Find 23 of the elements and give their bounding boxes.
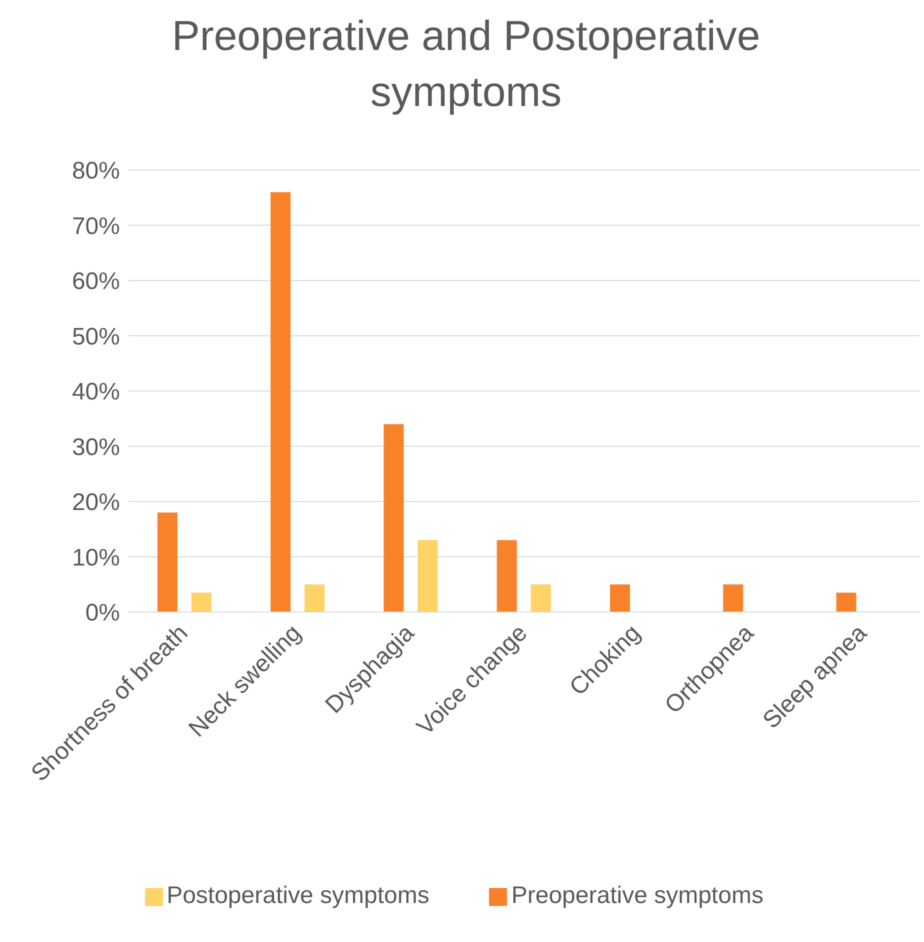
- bar: [496, 540, 517, 612]
- y-tick-label: 0%: [85, 600, 120, 627]
- y-tick-label: 70%: [72, 212, 120, 240]
- bar: [304, 584, 325, 612]
- legend-label: Postoperative symptoms: [166, 882, 430, 909]
- bar: [530, 584, 551, 612]
- y-tick-label: 40%: [72, 378, 120, 406]
- chart-title: Preoperative and Postoperative symptoms: [170, 11, 762, 117]
- y-tick-label: 10%: [72, 544, 120, 572]
- y-tick-label: 20%: [72, 489, 120, 516]
- y-tick-label: 30%: [72, 434, 120, 461]
- bar: [836, 592, 856, 612]
- bar: [191, 592, 212, 612]
- bar: [418, 540, 438, 612]
- y-tick-label: 80%: [72, 158, 120, 185]
- bar: [270, 192, 291, 612]
- bar: [723, 584, 744, 612]
- bar: [384, 424, 404, 612]
- y-tick-label: 60%: [72, 268, 120, 296]
- bar: [157, 512, 178, 612]
- bar: [610, 584, 630, 612]
- legend-label: Preoperative symptoms: [511, 882, 764, 909]
- y-tick-label: 50%: [72, 323, 120, 350]
